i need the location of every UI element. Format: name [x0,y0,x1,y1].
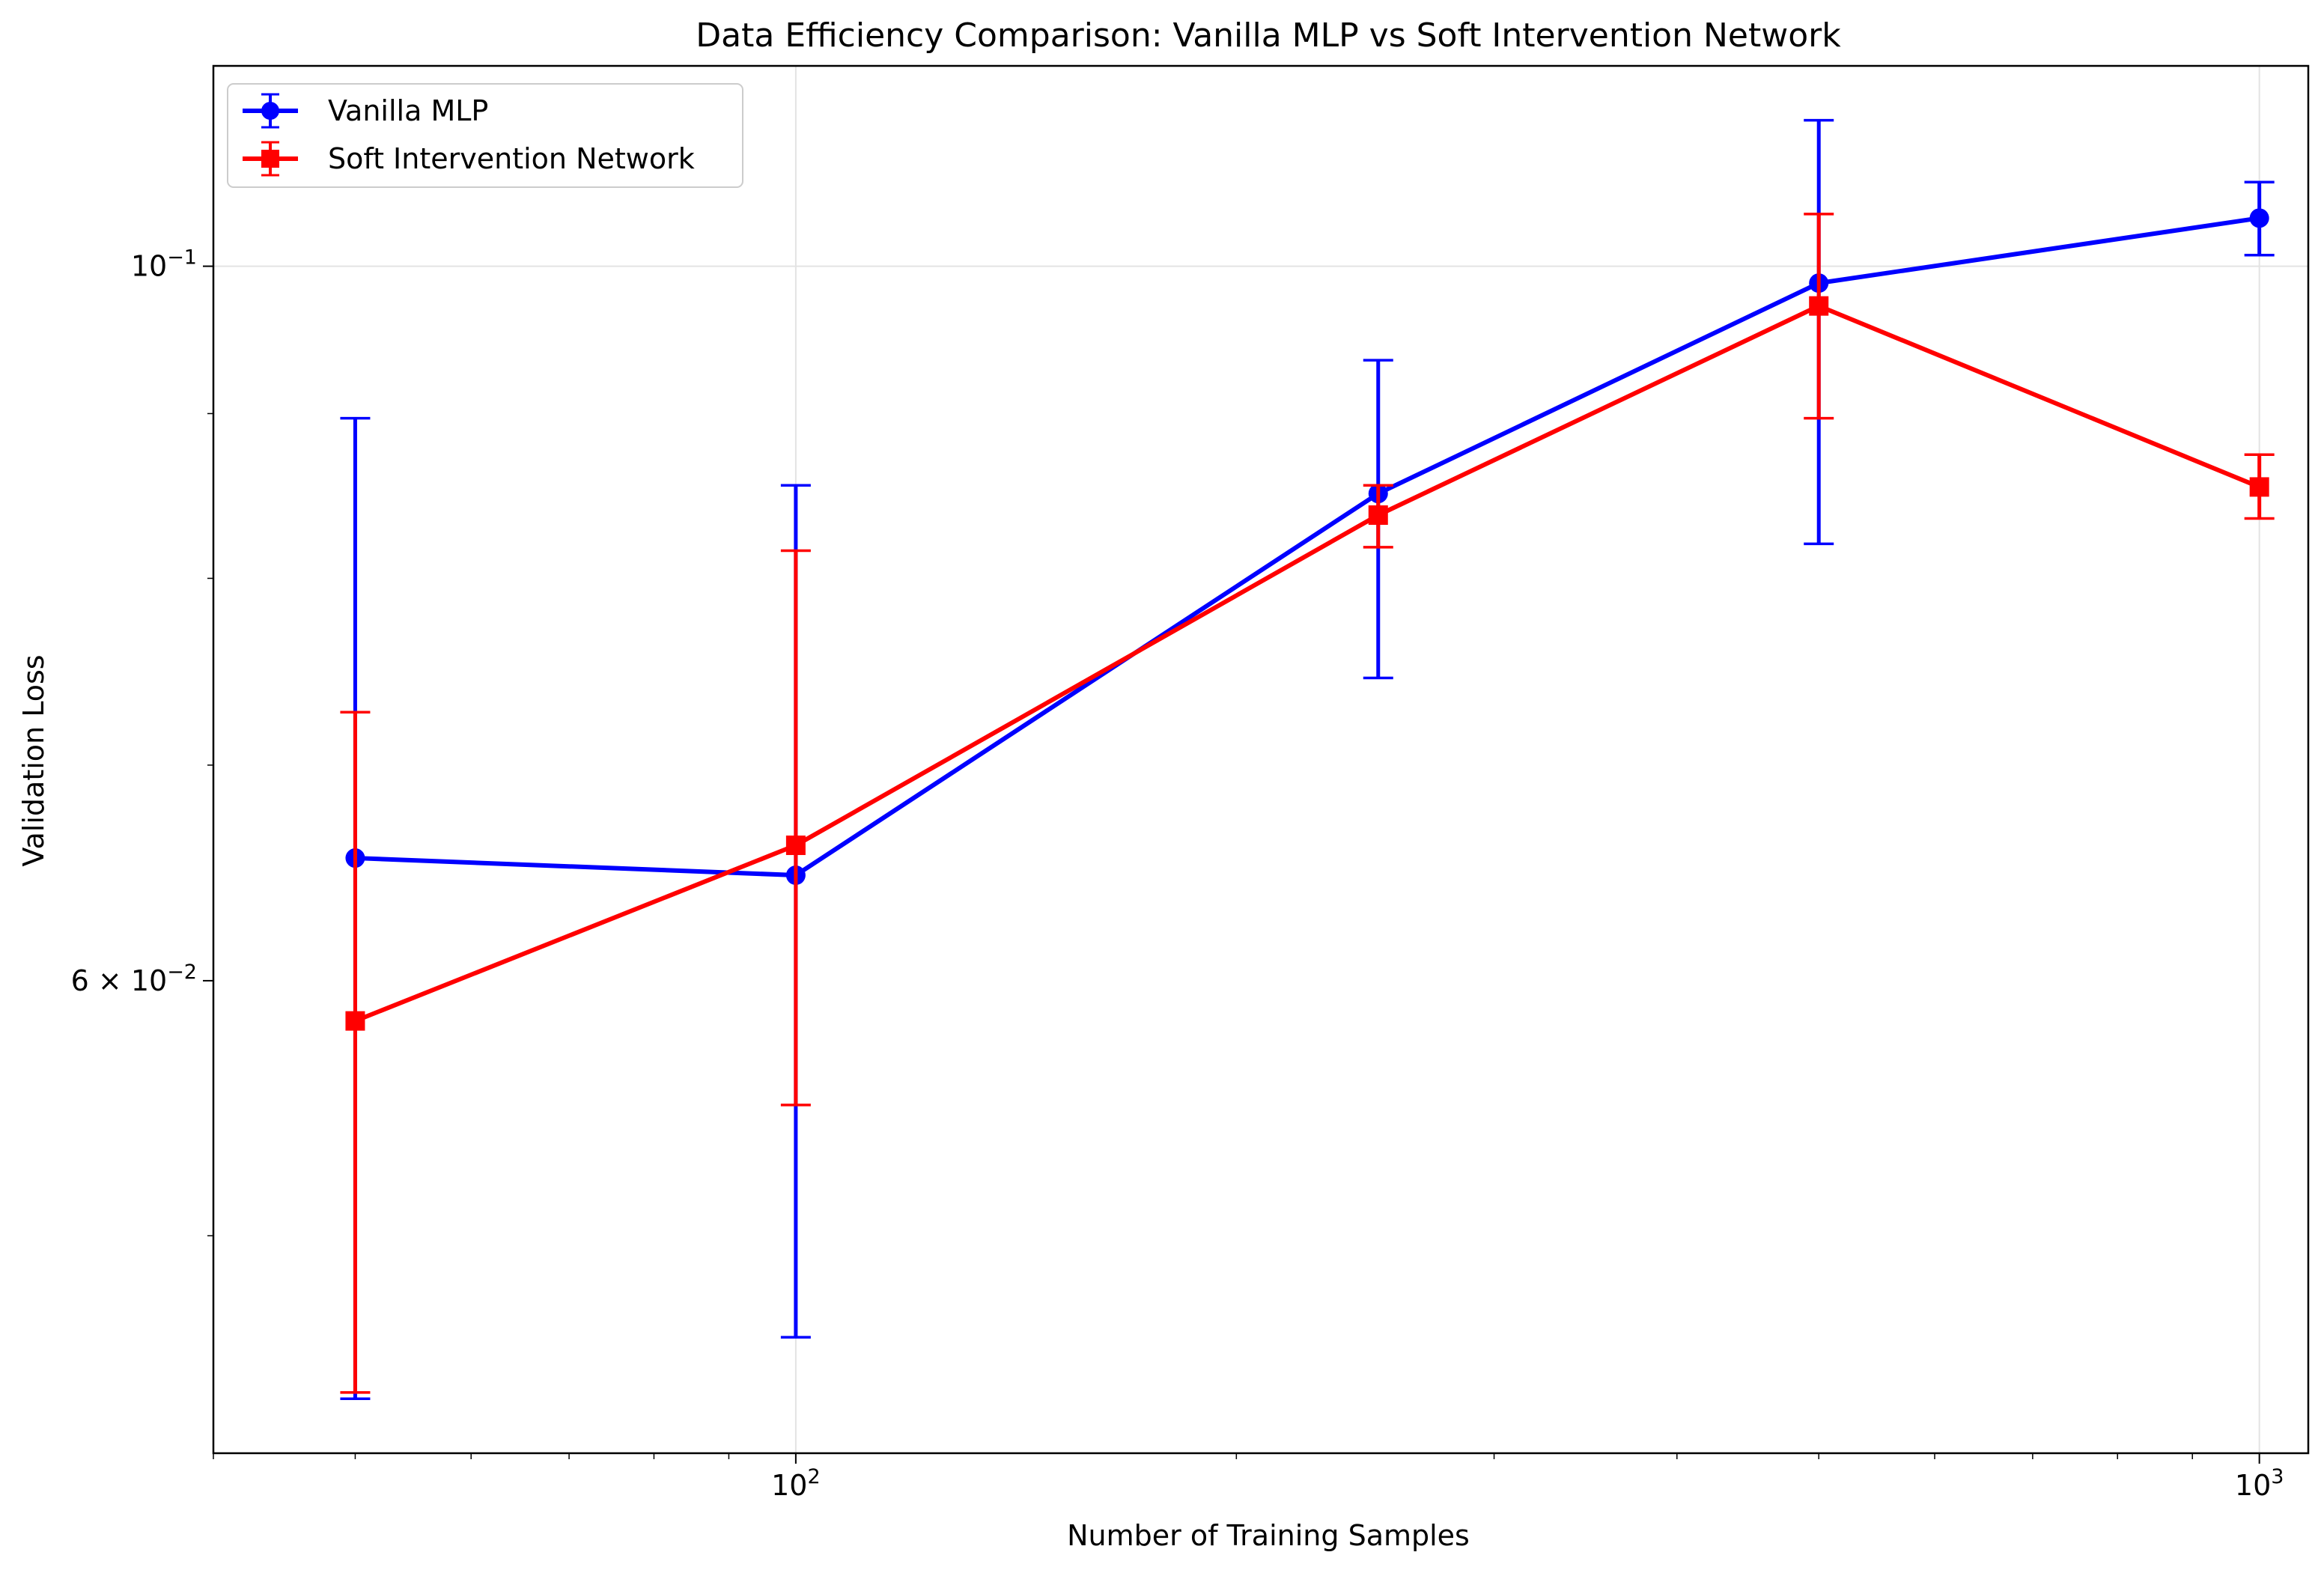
series-soft-intervention-network [340,213,2275,1394]
legend-marker [261,102,279,120]
legend-entry: Vanilla MLP [243,93,488,129]
y-axis-label: Validation Loss [17,654,50,866]
x-tick-label: 103 [2235,1465,2284,1502]
plot-area-frame [212,64,2310,1455]
y-tick-label: 6 × 10−2 [71,961,197,997]
data-point [785,836,806,856]
legend-marker [261,150,279,168]
data-point [1809,296,1829,316]
axis-ticks: 102 103 10−1 6 × 10−2 [71,246,2284,1502]
chart-title: Data Efficiency Comparison: Vanilla MLP … [696,16,1841,55]
x-axis-label: Number of Training Samples [1067,1519,1470,1552]
data-point [1368,505,1388,525]
legend-label: Vanilla MLP [328,94,488,127]
legend: Vanilla MLP Soft Intervention Network [227,83,743,188]
series-layer [340,118,2275,1400]
legend-entry: Soft Intervention Network [243,141,695,177]
legend-label: Soft Intervention Network [328,142,695,175]
y-tick-label: 10−1 [131,246,197,283]
minor-ticks [207,413,2193,1459]
legend-frame [227,83,743,188]
data-point [2249,477,2269,497]
data-point [345,1011,365,1031]
x-tick-label: 102 [771,1465,821,1502]
data-point [2249,208,2269,228]
